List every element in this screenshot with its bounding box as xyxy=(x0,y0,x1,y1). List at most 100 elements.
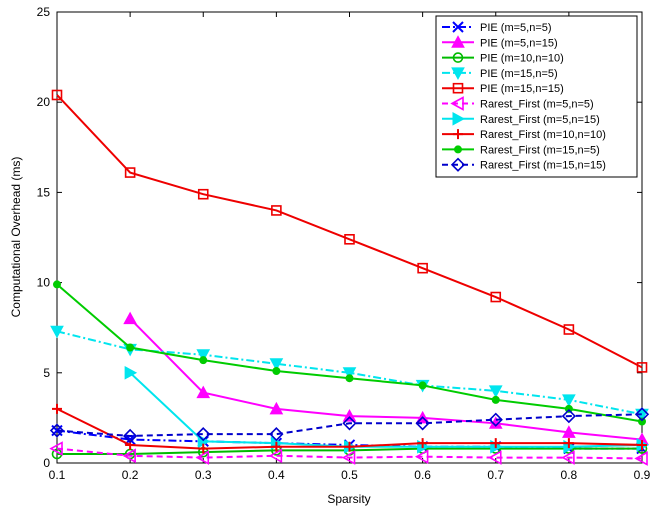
series-5 xyxy=(49,441,648,466)
data-point xyxy=(564,404,573,413)
legend-item: PIE (m=10,n=10) xyxy=(442,52,564,65)
data-point xyxy=(123,311,137,325)
data-point xyxy=(488,450,502,465)
y-axis-label: Computational Overhead (ms) xyxy=(9,157,23,318)
legend-item: PIE (m=5,n=15) xyxy=(442,35,558,49)
data-point xyxy=(122,448,136,464)
data-point xyxy=(271,205,282,216)
data-point xyxy=(342,416,357,431)
series-line xyxy=(129,372,643,448)
data-point xyxy=(490,438,501,449)
data-point xyxy=(51,89,63,101)
data-point xyxy=(52,403,62,414)
legend-label: Rarest_First (m=5,n=5) xyxy=(480,99,594,111)
data-point xyxy=(637,439,647,450)
series-9 xyxy=(49,407,650,444)
legend-marker xyxy=(454,145,462,154)
data-point xyxy=(561,408,577,424)
legend-label: PIE (m=15,n=15) xyxy=(480,83,564,95)
data-point xyxy=(126,343,135,352)
data-point xyxy=(488,412,503,427)
data-point xyxy=(636,362,648,373)
x-axis-label: Sparsity xyxy=(327,492,370,506)
data-point xyxy=(490,291,502,303)
x-tick-label: 0.7 xyxy=(487,468,504,482)
legend-marker xyxy=(452,52,464,63)
data-point xyxy=(634,451,648,466)
data-point xyxy=(638,417,646,426)
x-tick-label: 0.5 xyxy=(341,468,358,482)
data-point xyxy=(561,450,575,465)
x-tick-label: 0.6 xyxy=(414,468,431,482)
legend-item: Rarest_First (m=15,n=5) xyxy=(442,144,600,156)
legend-item: Rarest_First (m=10,n=10) xyxy=(442,129,606,141)
data-point xyxy=(195,450,210,465)
data-point xyxy=(415,416,430,431)
legend-marker xyxy=(452,21,464,33)
legend-item: PIE (m=15,n=5) xyxy=(442,67,558,80)
data-point xyxy=(488,385,503,398)
series-8 xyxy=(53,280,646,426)
data-point xyxy=(417,438,428,449)
data-point xyxy=(269,427,284,442)
data-point xyxy=(268,448,283,464)
x-tick-label: 0.8 xyxy=(561,468,578,482)
legend-marker xyxy=(450,157,466,172)
y-tick-label: 15 xyxy=(37,185,51,199)
legend-label: Rarest_First (m=5,n=15) xyxy=(480,114,600,126)
series-layer xyxy=(49,89,650,466)
legend-item: Rarest_First (m=15,n=15) xyxy=(442,157,606,172)
legend-marker xyxy=(452,111,466,126)
x-tick-label: 0.2 xyxy=(122,468,139,482)
data-point xyxy=(198,443,209,454)
data-point xyxy=(49,441,63,456)
data-point xyxy=(345,374,354,383)
data-point xyxy=(124,365,138,380)
data-point xyxy=(344,441,355,452)
data-point xyxy=(196,349,211,362)
data-point xyxy=(414,449,429,465)
data-point xyxy=(49,423,65,438)
data-point xyxy=(124,167,136,178)
series-line xyxy=(56,413,643,437)
y-tick-label: 10 xyxy=(37,276,51,290)
legend-item: PIE (m=5,n=5) xyxy=(442,21,552,34)
data-point xyxy=(269,358,284,371)
y-tick-label: 5 xyxy=(43,366,50,380)
data-point xyxy=(53,280,61,289)
series-7 xyxy=(52,403,647,454)
data-point xyxy=(562,394,576,407)
legend-item: Rarest_First (m=5,n=15) xyxy=(442,111,600,126)
legend-label: Rarest_First (m=15,n=15) xyxy=(480,160,606,172)
data-point xyxy=(271,441,282,452)
legend-label: PIE (m=10,n=10) xyxy=(480,53,564,65)
legend-marker xyxy=(451,67,465,80)
legend-item: PIE (m=15,n=15) xyxy=(442,82,564,95)
legend-marker xyxy=(451,35,465,48)
legend-label: PIE (m=15,n=5) xyxy=(480,68,558,80)
data-point xyxy=(197,188,209,200)
axis-ticks: 0.1 0.2 0.3 0.4 0.5 0.6 0.7 0.8 0.9 0 5 10 15 20 25 xyxy=(37,5,651,482)
legend-label: Rarest_First (m=10,n=10) xyxy=(480,129,606,141)
y-tick-label: 20 xyxy=(37,95,51,109)
data-point xyxy=(342,367,357,380)
data-point xyxy=(272,366,281,375)
y-tick-label: 25 xyxy=(37,5,51,19)
legend-marker xyxy=(453,129,463,140)
data-point xyxy=(562,425,576,438)
series-4 xyxy=(51,89,648,373)
data-point xyxy=(491,395,500,404)
data-point xyxy=(342,409,357,422)
data-point xyxy=(196,385,211,399)
series-line xyxy=(129,317,643,441)
legend-marker xyxy=(452,82,464,94)
legend-marker xyxy=(450,96,464,111)
x-tick-label: 0.3 xyxy=(195,468,212,482)
y-tick-label: 0 xyxy=(43,456,50,470)
legend-item: Rarest_First (m=5,n=5) xyxy=(442,96,594,111)
data-point xyxy=(50,325,64,339)
legend-label: PIE (m=5,n=5) xyxy=(480,22,552,34)
data-point xyxy=(417,262,428,274)
legend-label: Rarest_First (m=15,n=5) xyxy=(480,144,600,156)
